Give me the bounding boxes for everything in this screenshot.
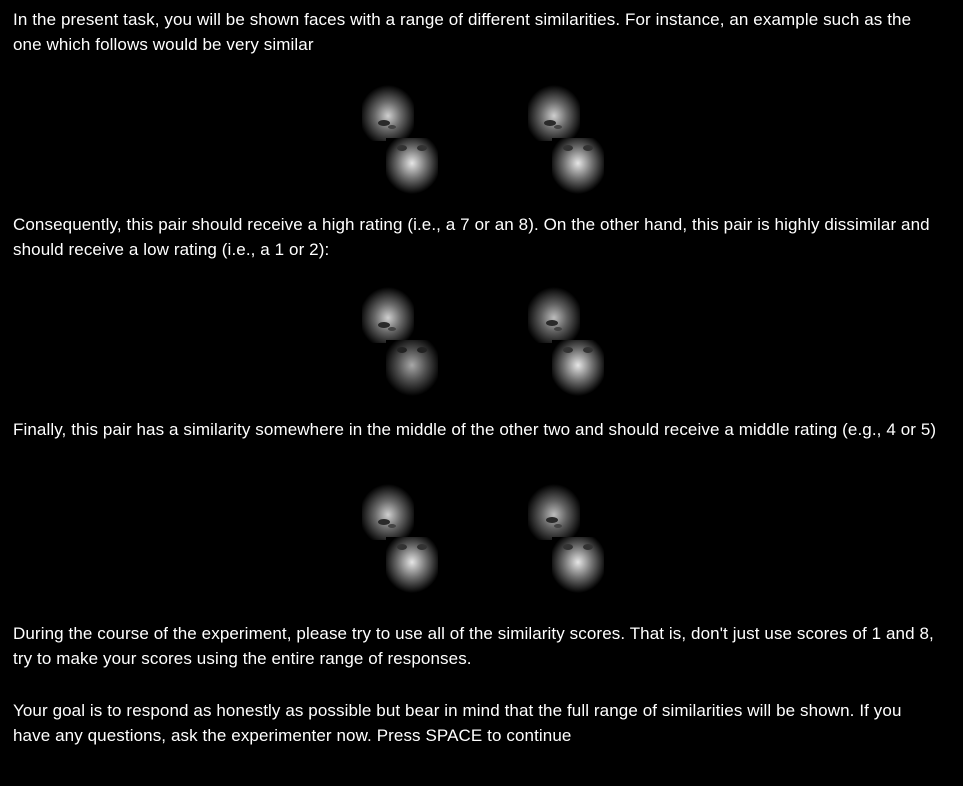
face-stimulus-left [362, 287, 438, 397]
face-top-half [528, 484, 580, 540]
face-bottom-half [386, 340, 438, 396]
face-stimulus-right [528, 85, 604, 195]
face-stimulus-right [528, 484, 604, 594]
use-all-scores-text: During the course of the experiment, ple… [13, 624, 934, 668]
middle-rating-text: Finally, this pair has a similarity some… [13, 420, 937, 439]
face-top-half [528, 287, 580, 343]
face-pair-highly-dissimilar [0, 287, 963, 397]
face-bottom-half [552, 138, 604, 194]
face-bottom-half [552, 340, 604, 396]
high-rating-text: Consequently, this pair should receive a… [13, 215, 930, 259]
face-bottom-half [552, 537, 604, 593]
intro-text: In the present task, you will be shown f… [13, 10, 912, 54]
face-top-half [362, 484, 414, 540]
face-top-half [528, 85, 580, 141]
face-bottom-half [386, 138, 438, 194]
face-top-half [362, 85, 414, 141]
face-top-half [362, 287, 414, 343]
face-pair-very-similar [0, 85, 963, 195]
face-pair-middle-similarity [0, 484, 963, 594]
goal-text: Your goal is to respond as honestly as p… [13, 701, 902, 745]
face-stimulus-right [528, 287, 604, 397]
face-stimulus-left [362, 85, 438, 195]
face-bottom-half [386, 537, 438, 593]
face-stimulus-left [362, 484, 438, 594]
